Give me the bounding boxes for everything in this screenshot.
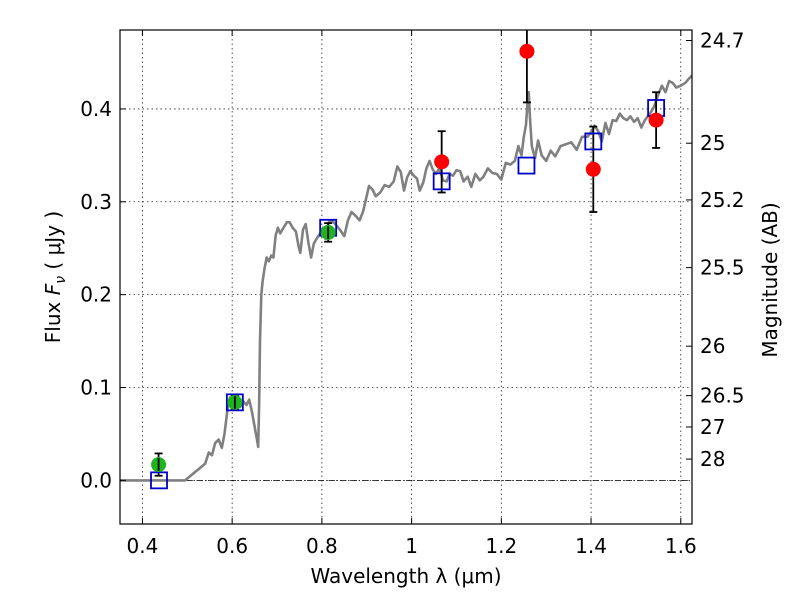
x-tick-label: 1 <box>405 534 418 558</box>
magnitude-tick-label: 25.2 <box>700 188 745 212</box>
model-spectrum-line <box>120 74 692 482</box>
magnitude-tick-label: 26 <box>700 334 725 358</box>
magnitude-tick-label: 27 <box>700 415 725 439</box>
observed-point-red <box>434 154 450 170</box>
x-tick-label: 0.4 <box>127 534 159 558</box>
y-axis-label-prefix: Flux <box>41 295 65 343</box>
model-photometry-square <box>584 132 603 151</box>
y-tick-label: 0.3 <box>80 190 112 214</box>
model-photometry-square <box>432 172 451 191</box>
observed-point-red <box>519 43 535 59</box>
magnitude-tick-label: 28 <box>700 447 725 471</box>
observed-point-red <box>648 112 664 128</box>
x-tick-label: 1.4 <box>575 534 607 558</box>
right-axis-label: Magnitude (AB) <box>758 202 782 357</box>
model-photometry-square <box>150 471 168 490</box>
y-tick-label: 0.1 <box>80 376 112 400</box>
model-photometry-square <box>517 156 536 175</box>
y-axis-label: Flux Fν ( μJy ) <box>41 211 69 343</box>
magnitude-tick-label: 25.5 <box>700 256 745 280</box>
x-tick-label: 0.6 <box>216 534 248 558</box>
x-tick-label: 1.6 <box>665 534 697 558</box>
x-axis-label: Wavelength λ (μm) <box>310 564 501 588</box>
y-axis-label-subscript: ν <box>53 276 69 284</box>
magnitude-tick-label: 26.5 <box>700 384 745 408</box>
model-photometry-square <box>225 393 244 412</box>
plot-frame <box>119 29 693 525</box>
plot-area <box>120 30 692 490</box>
y-tick-label: 0.0 <box>80 468 112 492</box>
grid <box>120 30 692 524</box>
magnitude-tick-label: 24.7 <box>700 28 745 52</box>
x-tick-label: 0.8 <box>306 534 338 558</box>
x-tick-label: 1.2 <box>485 534 517 558</box>
y-tick-label: 0.2 <box>80 283 112 307</box>
magnitude-tick-label: 25 <box>700 131 725 155</box>
axis-ticks: 0.4 0.6 0.8 1 1.2 1.4 1.6 0.0 0.1 0.2 0.3 0.4 24.7 25… <box>80 28 744 558</box>
y-axis-label-suffix: ( μJy ) <box>41 211 65 276</box>
observed-point-red <box>585 161 601 177</box>
y-tick-label: 0.4 <box>80 97 112 121</box>
y-axis-label-symbol: F <box>41 283 65 295</box>
